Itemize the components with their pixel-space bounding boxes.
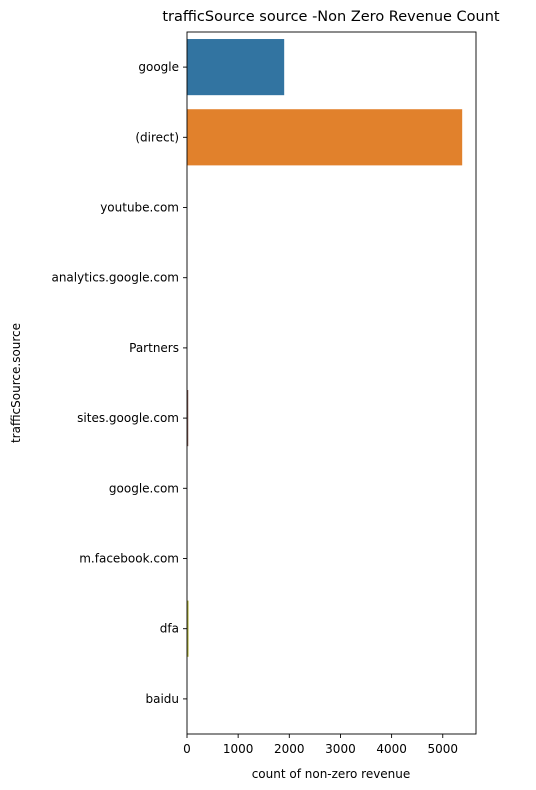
y-tick-label-sites-google-com: sites.google.com [77,411,179,425]
bars [187,39,463,727]
y-tick-label-partners: Partners [129,341,179,355]
x-axis: 0 1000 2000 3000 4000 5000 [183,734,458,756]
y-tick-label-google: google [138,60,179,74]
x-tick-label-5000: 5000 [427,742,458,756]
y-tick-label-youtube-com: youtube.com [100,201,179,215]
chart-title: trafficSource source -Non Zero Revenue C… [162,9,500,25]
y-tick-label-baidu: baidu [145,692,179,706]
x-axis-label: count of non-zero revenue [252,767,411,781]
bar-direct [187,109,463,166]
bar-google [187,39,285,96]
x-tick-label-3000: 3000 [325,742,356,756]
bar-sites-google-com [187,390,189,447]
y-axis: google (direct) youtube.com analytics.googl… [51,60,187,706]
x-tick-label-0: 0 [183,742,191,756]
y-tick-label-google-com: google.com [109,481,179,495]
y-tick-label-m-facebook-com: m.facebook.com [79,552,179,566]
y-tick-label-analytics-google-com: analytics.google.com [51,271,179,285]
x-tick-label-4000: 4000 [376,742,407,756]
y-axis-label: trafficSource.source [9,323,23,443]
plot-frame [186,31,477,735]
y-tick-label-direct: (direct) [135,130,179,144]
y-tick-label-dfa: dfa [160,622,179,636]
bar-dfa [187,600,189,657]
x-tick-label-2000: 2000 [274,742,305,756]
x-tick-label-1000: 1000 [223,742,254,756]
